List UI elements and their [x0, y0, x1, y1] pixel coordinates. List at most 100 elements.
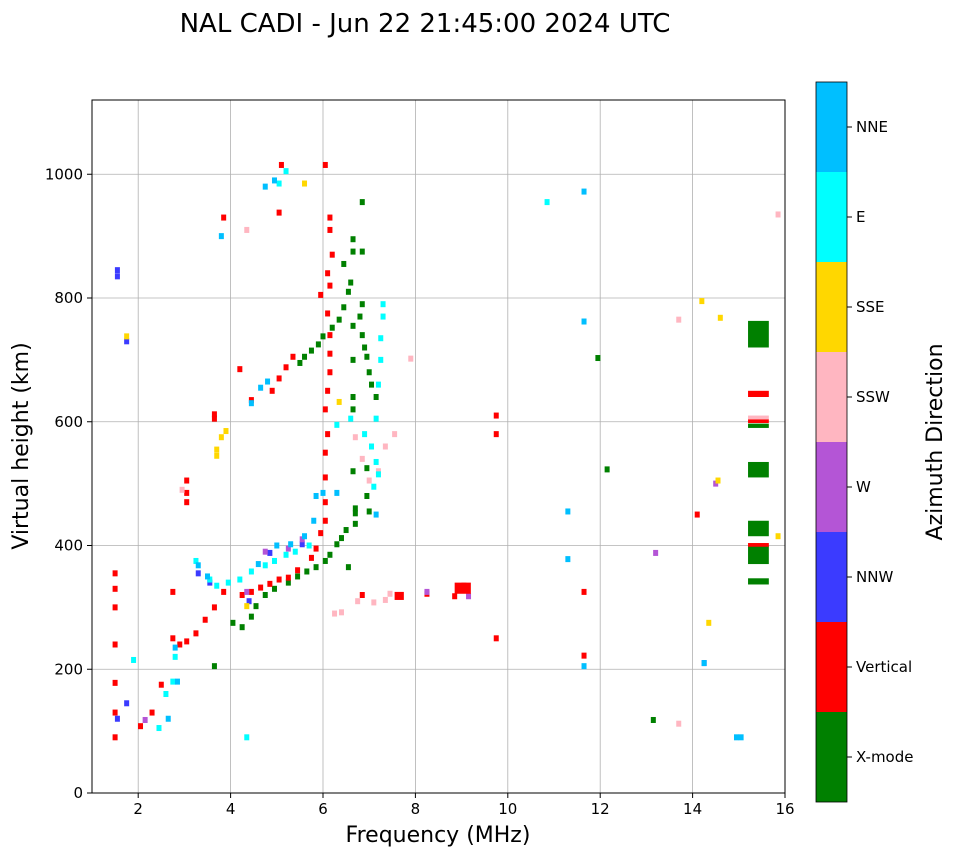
- data-point: [366, 508, 372, 515]
- data-point: [595, 355, 601, 362]
- data-point: [170, 635, 176, 642]
- data-point: [329, 251, 335, 258]
- data-point: [239, 624, 245, 631]
- x-tick-label: 10: [498, 800, 517, 818]
- data-point: [114, 273, 120, 280]
- data-point: [392, 431, 398, 438]
- data-point: [341, 304, 347, 311]
- data-point: [359, 301, 365, 308]
- x-tick-label: 16: [775, 800, 794, 818]
- data-point: [493, 635, 499, 642]
- colorbar-label-sse: SSE: [856, 298, 885, 316]
- data-point: [715, 477, 721, 484]
- y-tick-label: 800: [54, 289, 83, 307]
- data-point: [288, 541, 294, 548]
- data-point: [352, 505, 358, 512]
- data-point: [701, 660, 707, 667]
- data-point: [265, 378, 271, 385]
- data-point: [694, 511, 700, 518]
- data-point: [329, 324, 335, 331]
- data-point: [285, 574, 291, 581]
- x-tick-label: 8: [411, 800, 421, 818]
- data-point: [295, 573, 301, 580]
- data-point: [138, 723, 144, 730]
- data-point: [717, 314, 723, 321]
- data-point: [313, 493, 319, 499]
- data-point: [283, 551, 289, 558]
- data-point: [493, 412, 499, 419]
- data-point: [322, 406, 328, 413]
- data-point: [112, 585, 118, 592]
- data-point: [327, 226, 333, 233]
- data-point: [332, 610, 338, 617]
- data-point: [184, 477, 190, 484]
- data-point: [295, 567, 301, 574]
- data-point: [205, 573, 210, 580]
- data-point: [225, 579, 231, 586]
- series-w: [142, 480, 719, 723]
- data-point: [184, 638, 190, 645]
- data-point: [313, 545, 319, 552]
- data-point: [248, 400, 254, 407]
- data-point: [218, 434, 224, 441]
- data-block: [748, 419, 769, 423]
- data-point: [775, 211, 781, 218]
- data-point: [565, 508, 571, 515]
- data-point: [373, 394, 379, 400]
- data-point: [149, 709, 155, 716]
- series-sse: [124, 180, 781, 626]
- data-point: [452, 593, 458, 600]
- data-point: [327, 282, 333, 289]
- data-point: [283, 168, 289, 175]
- data-point: [738, 734, 744, 741]
- data-point: [202, 616, 208, 623]
- series-x-mode: [211, 199, 656, 723]
- y-tick-label: 400: [54, 537, 83, 555]
- data-point: [366, 477, 372, 484]
- data-point: [177, 641, 183, 648]
- data-point: [382, 443, 388, 450]
- data-point: [131, 656, 137, 663]
- x-tick-label: 14: [683, 800, 702, 818]
- data-point: [184, 499, 190, 506]
- data-point: [378, 356, 384, 363]
- data-point: [262, 548, 268, 555]
- colorbar-label-e: E: [856, 208, 865, 226]
- data-point: [371, 483, 377, 490]
- data-point: [380, 313, 386, 320]
- y-tick-label: 1000: [45, 165, 83, 183]
- data-point: [375, 471, 381, 478]
- data-point: [352, 510, 358, 517]
- data-point: [211, 415, 217, 422]
- data-point: [318, 530, 324, 537]
- data-point: [244, 226, 250, 233]
- data-point: [276, 576, 282, 583]
- data-point: [348, 415, 354, 422]
- series-ssw: [179, 211, 781, 727]
- data-point: [373, 458, 379, 465]
- data-point: [283, 364, 289, 371]
- data-point: [258, 384, 264, 391]
- data-block: [454, 582, 471, 594]
- data-point: [221, 214, 227, 221]
- colorbar-frame: [815, 81, 848, 803]
- data-point: [207, 579, 213, 586]
- data-point: [244, 734, 250, 741]
- data-point: [218, 233, 224, 240]
- data-block: [748, 520, 769, 537]
- data-point: [211, 604, 217, 611]
- data-point: [345, 288, 351, 295]
- data-point: [193, 557, 199, 564]
- data-point: [322, 449, 328, 456]
- data-point: [211, 411, 217, 418]
- data-point: [325, 387, 331, 394]
- colorbar-label-nne: NNE: [856, 118, 888, 136]
- data-point: [327, 551, 333, 558]
- data-point: [299, 541, 305, 548]
- data-point: [214, 446, 220, 453]
- data-point: [676, 720, 682, 727]
- data-point: [581, 588, 587, 595]
- data-point: [170, 678, 176, 685]
- data-point: [327, 350, 333, 357]
- data-point: [320, 333, 326, 340]
